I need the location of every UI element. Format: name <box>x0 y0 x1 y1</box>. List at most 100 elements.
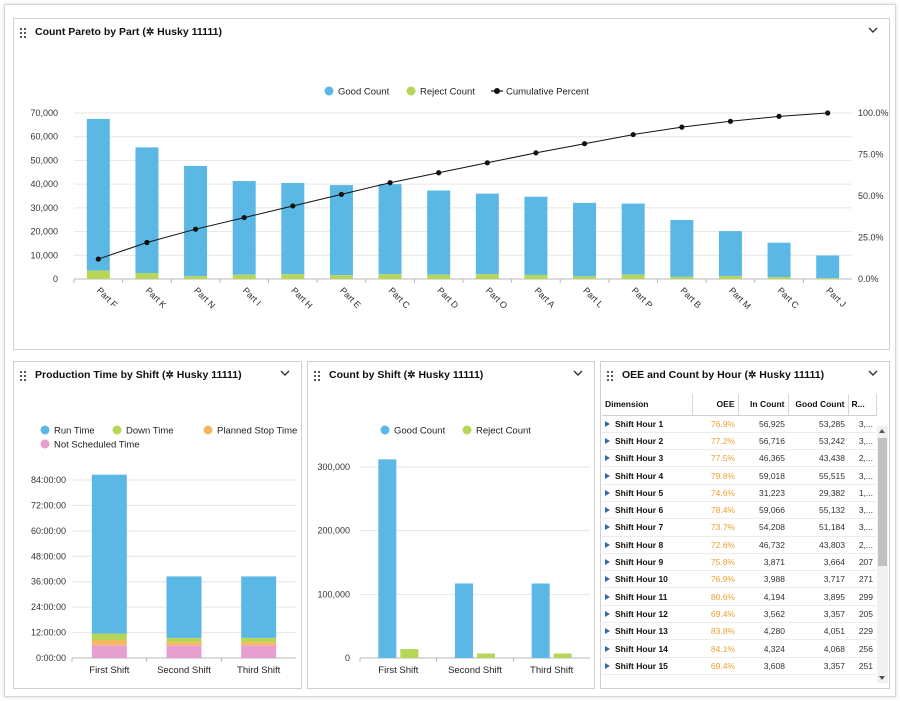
table-row[interactable]: Shift Hour 7 73.7% 54,208 51,184 3,... <box>602 518 876 537</box>
column-header[interactable]: OEE <box>692 394 739 416</box>
expand-icon[interactable] <box>605 437 610 444</box>
legend-swatch <box>40 425 50 435</box>
scroll-down-arrow-icon[interactable] <box>879 676 885 680</box>
bar-good-count <box>378 459 397 658</box>
y-tick-label: 70,000 <box>30 108 58 118</box>
table-scrollbar[interactable] <box>877 426 888 683</box>
bar-good-count <box>427 190 451 275</box>
cumulative-line <box>98 112 828 260</box>
cumulative-point <box>533 150 539 156</box>
column-header[interactable]: R... <box>848 394 877 416</box>
bar-segment <box>91 474 127 634</box>
expand-icon[interactable] <box>605 524 610 531</box>
panel-title: Count Pareto by Part (✲ Husky 11111) <box>35 26 222 38</box>
value-cell: 29,382 <box>788 484 848 502</box>
count-by-shift-panel: Count by Shift (✲ Husky 11111) 300,000 20… <box>307 361 595 689</box>
value-cell: 207 <box>848 553 876 572</box>
legend-label: Good Count <box>338 87 390 98</box>
table-row[interactable]: Shift Hour 12 69.4% 3,562 3,357 205 <box>602 605 876 624</box>
oee-cell: 75.8% <box>692 553 738 572</box>
bar-good-count <box>573 202 597 277</box>
scrollbar-thumb[interactable] <box>878 438 887 566</box>
chevron-down-icon[interactable] <box>279 368 291 378</box>
column-header[interactable]: Dimension <box>602 394 693 416</box>
dimension-cell: Shift Hour 4 <box>602 466 692 485</box>
expand-icon[interactable] <box>605 576 610 583</box>
cumulative-point <box>436 170 442 176</box>
value-cell: 271 <box>848 570 876 589</box>
drag-handle-icon[interactable] <box>607 371 615 381</box>
table-row[interactable]: Shift Hour 15 69.4% 3,608 3,357 251 <box>602 657 876 675</box>
expand-icon[interactable] <box>605 455 610 462</box>
y2-tick-label: 25.0% <box>858 233 884 243</box>
bar-reject-count <box>281 274 305 279</box>
x-tick-label: Part A <box>533 285 557 309</box>
value-cell: 43,438 <box>788 449 848 468</box>
drag-handle-icon[interactable] <box>20 371 28 381</box>
expand-icon[interactable] <box>605 645 610 652</box>
expand-icon[interactable] <box>605 541 610 548</box>
table-row[interactable]: Shift Hour 8 72.6% 46,732 43,803 2,... <box>602 536 876 554</box>
chevron-down-icon[interactable] <box>867 368 879 378</box>
drag-handle-icon[interactable] <box>314 371 322 381</box>
column-header[interactable]: Good Count <box>788 394 849 416</box>
dimension-cell: Shift Hour 14 <box>602 639 692 658</box>
expand-icon[interactable] <box>605 662 610 669</box>
expand-icon[interactable] <box>605 628 610 635</box>
bar-segment <box>166 645 202 658</box>
cumulative-point <box>387 180 393 186</box>
value-cell: 3,... <box>848 501 876 520</box>
bar-good-count <box>670 219 694 277</box>
oee-cell: 84.1% <box>692 639 738 658</box>
bar-segment <box>166 642 202 646</box>
bar-reject-count <box>477 653 495 658</box>
y-tick-label: 40,000 <box>30 179 58 189</box>
bar-segment <box>91 633 127 640</box>
expand-icon[interactable] <box>605 610 610 617</box>
oee-cell: 76.9% <box>692 570 738 589</box>
table-row[interactable]: Shift Hour 1 76.9% 56,925 53,285 3,... <box>602 415 876 433</box>
table-row[interactable]: Shift Hour 10 76.9% 3,988 3,717 271 <box>602 570 876 589</box>
scroll-up-arrow-icon[interactable] <box>879 429 885 433</box>
table-row[interactable]: Shift Hour 13 83.8% 4,280 4,051 229 <box>602 622 876 641</box>
column-header[interactable]: In Count <box>738 394 789 416</box>
expand-icon[interactable] <box>605 559 610 566</box>
bar-segment <box>166 576 202 638</box>
panel-header: OEE and Count by Hour (✲ Husky 11111) <box>601 362 889 388</box>
dimension-cell: Shift Hour 1 <box>602 415 692 433</box>
bar-reject-count <box>329 275 353 279</box>
bar-segment <box>241 642 277 646</box>
x-tick-label: Part F <box>95 285 120 310</box>
table-row[interactable]: Shift Hour 11 80.6% 4,194 3,895 299 <box>602 587 876 606</box>
drag-handle-icon[interactable] <box>20 28 28 38</box>
table-row[interactable]: Shift Hour 2 77.2% 56,716 53,242 3,... <box>602 432 876 451</box>
x-tick-label: Third Shift <box>237 665 281 676</box>
table-row[interactable]: Shift Hour 9 75.8% 3,871 3,664 207 <box>602 553 876 572</box>
bar-reject-count <box>232 274 256 279</box>
value-cell: 3,562 <box>738 605 788 624</box>
value-cell: 4,068 <box>788 639 848 658</box>
chevron-down-icon[interactable] <box>867 25 879 35</box>
dimension-cell: Shift Hour 2 <box>602 432 692 451</box>
x-tick-label: First Shift <box>378 665 418 676</box>
table-row[interactable]: Shift Hour 3 77.5% 46,365 43,438 2,... <box>602 449 876 468</box>
cumulative-point <box>581 141 588 147</box>
oee-cell: 77.5% <box>692 449 738 468</box>
table-row[interactable]: Shift Hour 5 74.6% 31,223 29,382 1,... <box>602 484 876 502</box>
value-cell: 3,608 <box>738 657 788 675</box>
table-row[interactable]: Shift Hour 4 79.8% 59,018 55,515 3,... <box>602 466 876 485</box>
expand-icon[interactable] <box>605 593 610 600</box>
expand-icon[interactable] <box>605 507 610 514</box>
y-tick-label: 60:00:00 <box>31 526 66 536</box>
legend-label: Reject Count <box>476 426 531 437</box>
table-row[interactable]: Shift Hour 14 84.1% 4,324 4,068 256 <box>602 639 876 658</box>
cumulative-point <box>727 118 734 124</box>
expand-icon[interactable] <box>605 472 610 479</box>
y-tick-label: 300,000 <box>317 462 350 472</box>
expand-icon[interactable] <box>605 420 610 427</box>
expand-icon[interactable] <box>605 489 610 496</box>
oee-panel: OEE and Count by Hour (✲ Husky 11111) Di… <box>600 361 890 689</box>
table-row[interactable]: Shift Hour 6 78.4% 59,066 55,132 3,... <box>602 501 876 520</box>
chevron-down-icon[interactable] <box>572 368 584 378</box>
value-cell: 54,208 <box>738 518 788 537</box>
